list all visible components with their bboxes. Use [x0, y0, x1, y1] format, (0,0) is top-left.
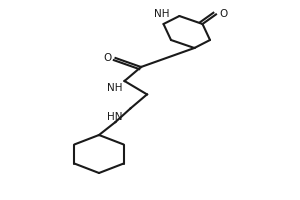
Text: O: O [220, 9, 228, 19]
Text: O: O [104, 53, 112, 63]
Text: NH: NH [107, 83, 123, 93]
Text: HN: HN [107, 112, 123, 122]
Text: NH: NH [154, 9, 170, 19]
